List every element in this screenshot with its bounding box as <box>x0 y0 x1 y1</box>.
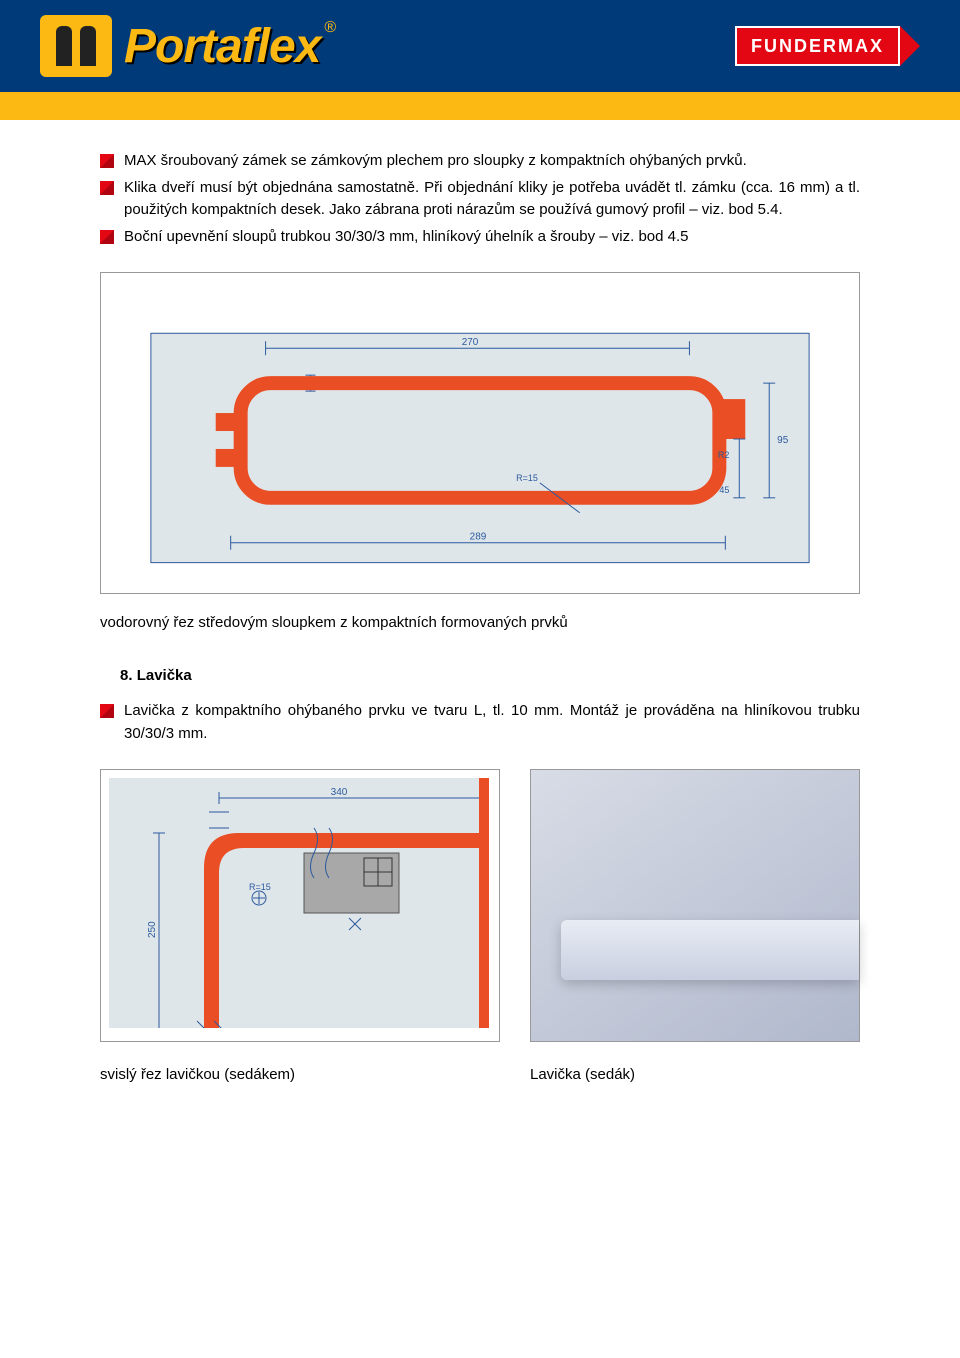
captions-row: svislý řez lavičkou (sedákem) Lavička (s… <box>100 1066 860 1083</box>
bullet-text: Lavička z kompaktního ohýbaného prvku ve… <box>124 700 860 745</box>
caption-left: svislý řez lavičkou (sedákem) <box>100 1066 500 1083</box>
list-item: Lavička z kompaktního ohýbaného prvku ve… <box>100 700 860 745</box>
photo-bench <box>530 769 860 1042</box>
cross-section-svg: 270 9 R=15 95 R2 45 <box>111 283 849 583</box>
section-number: 8. <box>120 667 133 684</box>
diagram1-caption: vodorovný řez středovým sloupkem z kompa… <box>100 614 860 631</box>
section-title: Lavička <box>137 667 192 684</box>
partner-arrow-icon <box>900 26 920 66</box>
square-bullet-icon <box>100 181 114 195</box>
diagram-l-section: 340 R=15 <box>100 769 500 1042</box>
svg-text:340: 340 <box>331 787 348 798</box>
partner-badge: FUNDERMAX <box>735 26 920 66</box>
svg-text:289: 289 <box>470 532 487 543</box>
square-bullet-icon <box>100 704 114 718</box>
diagram-cross-section: 270 9 R=15 95 R2 45 <box>100 272 860 594</box>
header-bar: Portaflex® FUNDERMAX <box>0 0 960 92</box>
brand-reg: ® <box>324 19 336 36</box>
section-bullets: Lavička z kompaktního ohýbaného prvku ve… <box>100 700 860 745</box>
svg-text:R=15: R=15 <box>516 473 538 483</box>
bullet-text: MAX šroubovaný zámek se zámkovým plechem… <box>124 150 860 173</box>
figures-row: 340 R=15 <box>100 769 860 1042</box>
intro-bullets: MAX šroubovaný zámek se zámkovým plechem… <box>100 150 860 248</box>
list-item: Klika dveří musí být objednána samostatn… <box>100 177 860 222</box>
brand-text: Portaflex <box>124 20 320 73</box>
bullet-text: Klika dveří musí být objednána samostatn… <box>124 177 860 222</box>
l-section-svg: 340 R=15 <box>109 778 489 1028</box>
svg-text:R=15: R=15 <box>249 882 271 892</box>
square-bullet-icon <box>100 230 114 244</box>
caption-right: Lavička (sedák) <box>530 1066 860 1083</box>
partner-label: FUNDERMAX <box>735 26 900 66</box>
square-bullet-icon <box>100 154 114 168</box>
svg-text:250: 250 <box>147 921 158 938</box>
svg-text:95: 95 <box>777 435 789 446</box>
list-item: MAX šroubovaný zámek se zámkovým plechem… <box>100 150 860 173</box>
dim-label: 270 <box>462 337 479 348</box>
brand-icon <box>40 15 112 77</box>
bullet-text: Boční upevnění sloupů trubkou 30/30/3 mm… <box>124 226 860 249</box>
page-content: MAX šroubovaný zámek se zámkovým plechem… <box>0 120 960 1083</box>
section-heading: 8. Lavička <box>120 667 860 684</box>
accent-stripe <box>0 92 960 120</box>
brand-logo: Portaflex® <box>40 15 336 77</box>
svg-text:R2: R2 <box>718 450 729 460</box>
svg-text:45: 45 <box>719 485 729 495</box>
list-item: Boční upevnění sloupů trubkou 30/30/3 mm… <box>100 226 860 249</box>
